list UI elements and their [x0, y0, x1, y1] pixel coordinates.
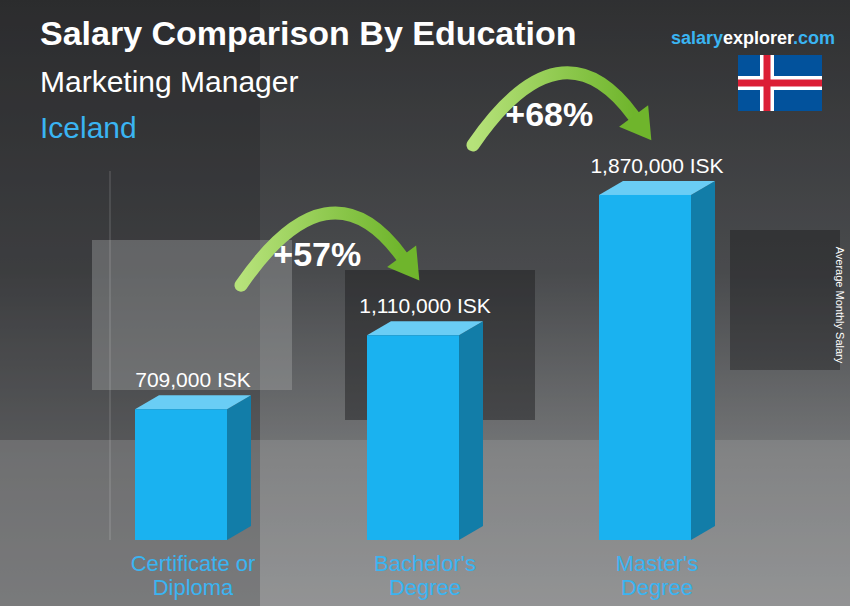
labels: 709,000 ISK Certificate orDiploma 1,110,00… [131, 154, 724, 600]
bar-side [691, 181, 715, 540]
bar-group [135, 395, 251, 540]
bar [599, 195, 691, 540]
category-label: Bachelor'sDegree [374, 551, 476, 600]
source-part: salary [671, 28, 723, 48]
bar-top [367, 321, 483, 335]
flag-cross [738, 80, 822, 87]
category-line: Certificate or [131, 551, 256, 576]
annotation: +57% [273, 235, 361, 273]
category-line: Master's [616, 551, 698, 576]
chart-root: Salary Comparison By Education Marketing … [0, 0, 850, 606]
category-line: Bachelor's [374, 551, 476, 576]
bars [135, 181, 715, 540]
value-axis [110, 171, 111, 540]
flag-cross [738, 76, 822, 90]
annotation-arrow [473, 73, 634, 145]
flag [738, 55, 822, 111]
category-line: Degree [389, 575, 461, 600]
source: salaryexplorer.com [671, 28, 835, 48]
country: Iceland [40, 111, 137, 144]
category-label: Certificate orDiploma [131, 551, 256, 600]
flag-field [738, 55, 822, 111]
data-label: 1,110,000 ISK [359, 294, 491, 317]
annotations: +57% +68% [241, 73, 651, 285]
category-label: Master'sDegree [616, 551, 698, 600]
bar-group [367, 321, 483, 540]
annotation-arrowhead [619, 105, 651, 140]
source-part: .com [793, 28, 835, 48]
bar-top [599, 181, 715, 195]
annotation: +68% [505, 95, 593, 133]
data-label: 709,000 ISK [135, 368, 251, 391]
chart: Salary Comparison By Education Marketing … [0, 0, 850, 606]
background [0, 0, 850, 606]
bar-side [459, 321, 483, 540]
category-line: Diploma [153, 575, 234, 600]
annotation-arrow [241, 213, 402, 285]
bar [367, 335, 459, 540]
background-fill [0, 0, 850, 606]
bar-side [227, 395, 251, 540]
data-label: 1,870,000 ISK [590, 154, 723, 177]
bar-top [135, 395, 251, 409]
y-axis-label: Average Monthly Salary [834, 247, 846, 364]
subtitle: Marketing Manager [40, 65, 298, 98]
annotation-arrowhead [387, 246, 419, 281]
title: Salary Comparison By Education [40, 14, 577, 52]
bar [135, 409, 227, 540]
source-part: explorer [723, 28, 794, 48]
bar-group [599, 181, 715, 540]
category-line: Degree [621, 575, 693, 600]
background-overlay [0, 0, 850, 606]
